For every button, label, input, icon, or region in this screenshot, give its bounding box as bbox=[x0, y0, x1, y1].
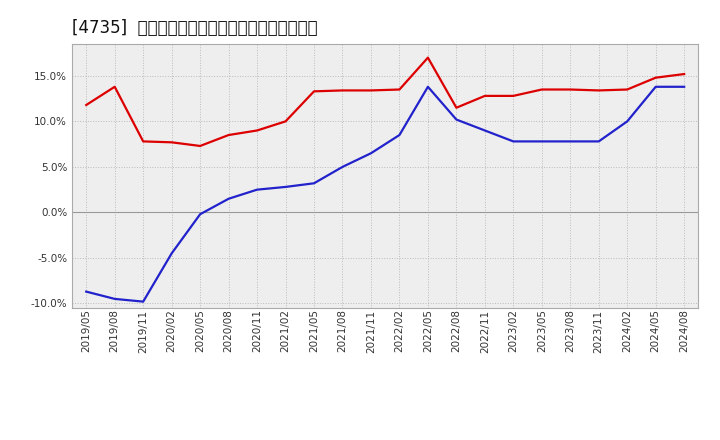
Text: [4735]  有利子負債キャッシュフロー比率の推移: [4735] 有利子負債キャッシュフロー比率の推移 bbox=[72, 19, 318, 37]
